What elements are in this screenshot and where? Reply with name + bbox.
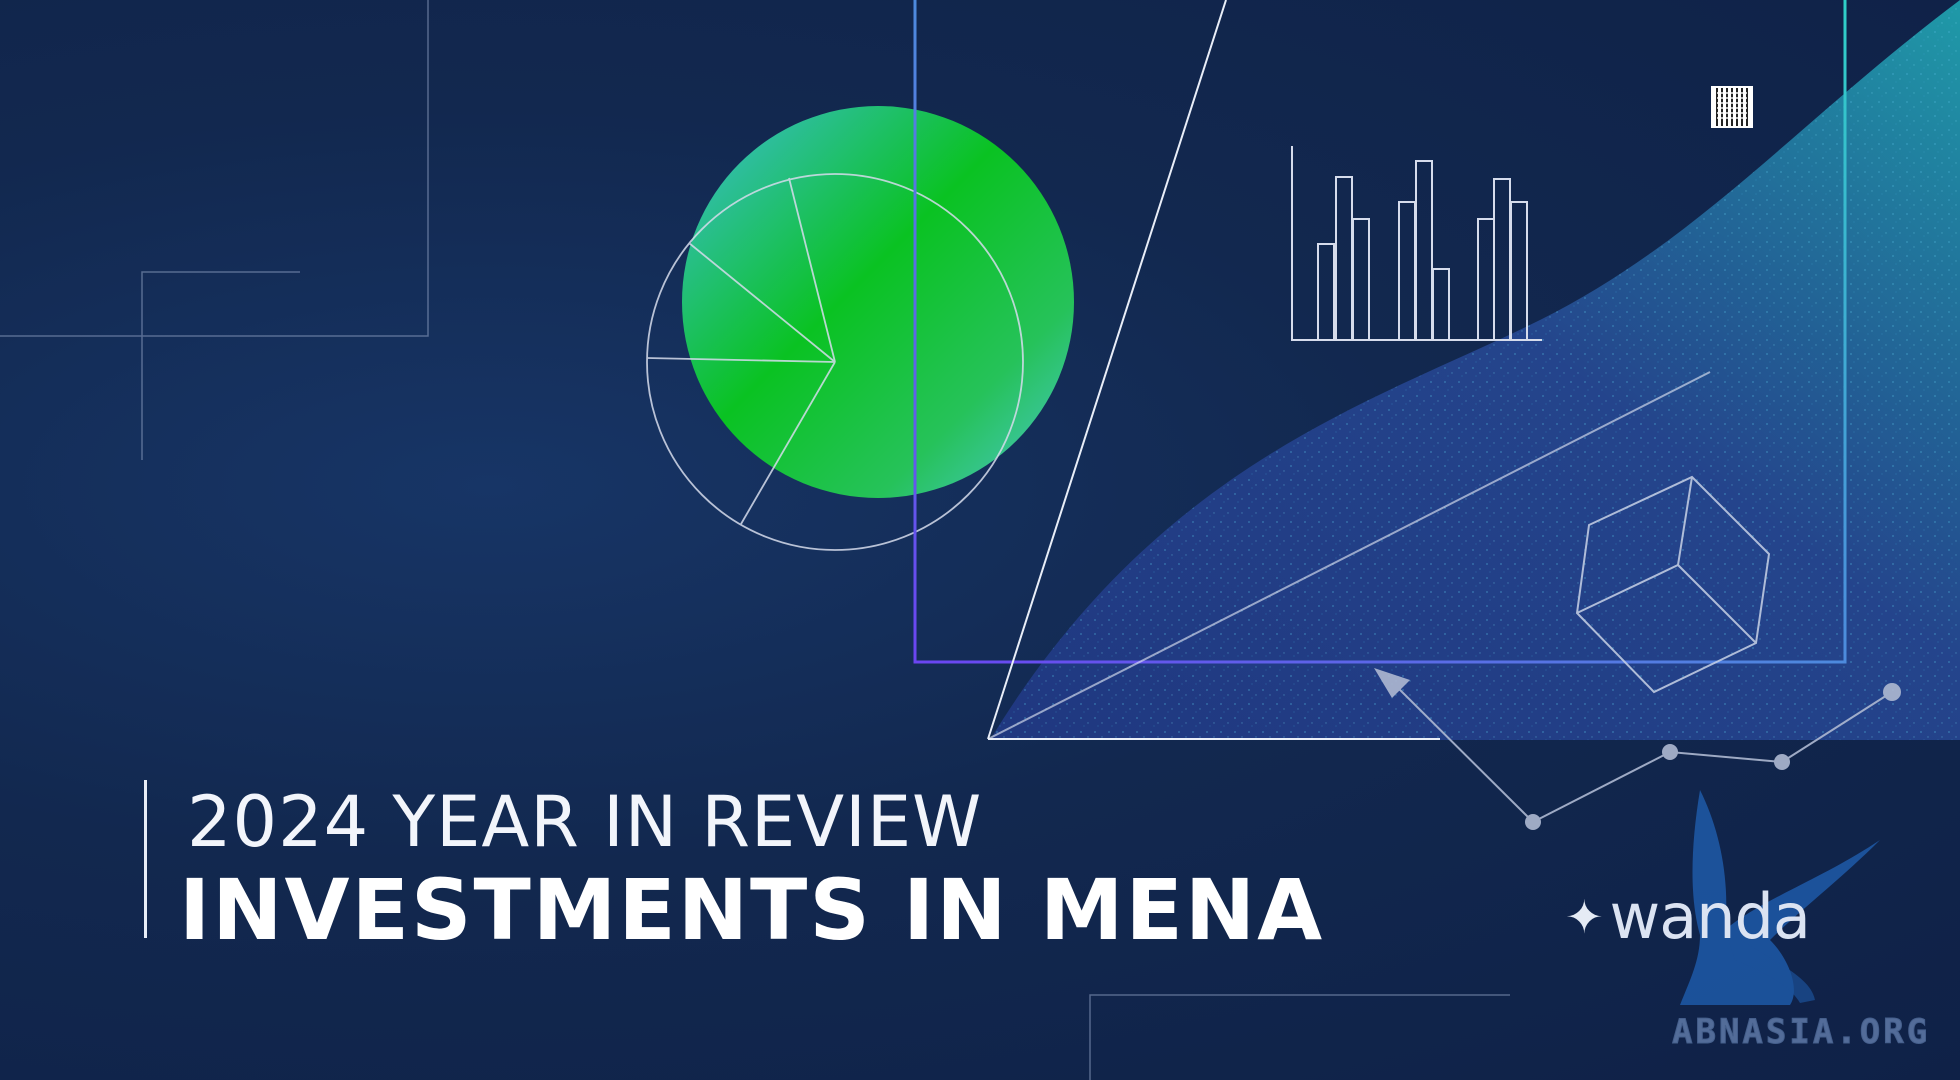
cover-headline: INVESTMENTS IN MENA <box>179 861 1325 959</box>
brand-name: wanda <box>1609 880 1811 953</box>
triangle-lines <box>987 0 1711 740</box>
griffin-emblem-icon <box>1680 790 1880 1005</box>
brand-logo: ✦ wanda <box>1565 880 1811 953</box>
left-frame-lines <box>0 0 429 460</box>
qr-code-icon <box>1711 86 1753 128</box>
watermark-text: ABNASIA.ORG <box>1671 1012 1931 1053</box>
cover-subtitle: 2024 YEAR IN REVIEW <box>187 781 983 863</box>
green-circle <box>682 106 1074 498</box>
cube-outline <box>1575 475 1771 694</box>
pie-outline <box>646 173 1024 551</box>
sparkle-star-icon: ✦ <box>1565 890 1604 943</box>
bottom-frame-line <box>1089 994 1510 1080</box>
arrow-line-graph <box>1374 668 1901 830</box>
gradient-frame <box>913 0 1847 664</box>
mini-bar-chart <box>1291 146 1542 341</box>
title-block: 2024 YEAR IN REVIEW INVESTMENTS IN MENA <box>144 780 1324 958</box>
